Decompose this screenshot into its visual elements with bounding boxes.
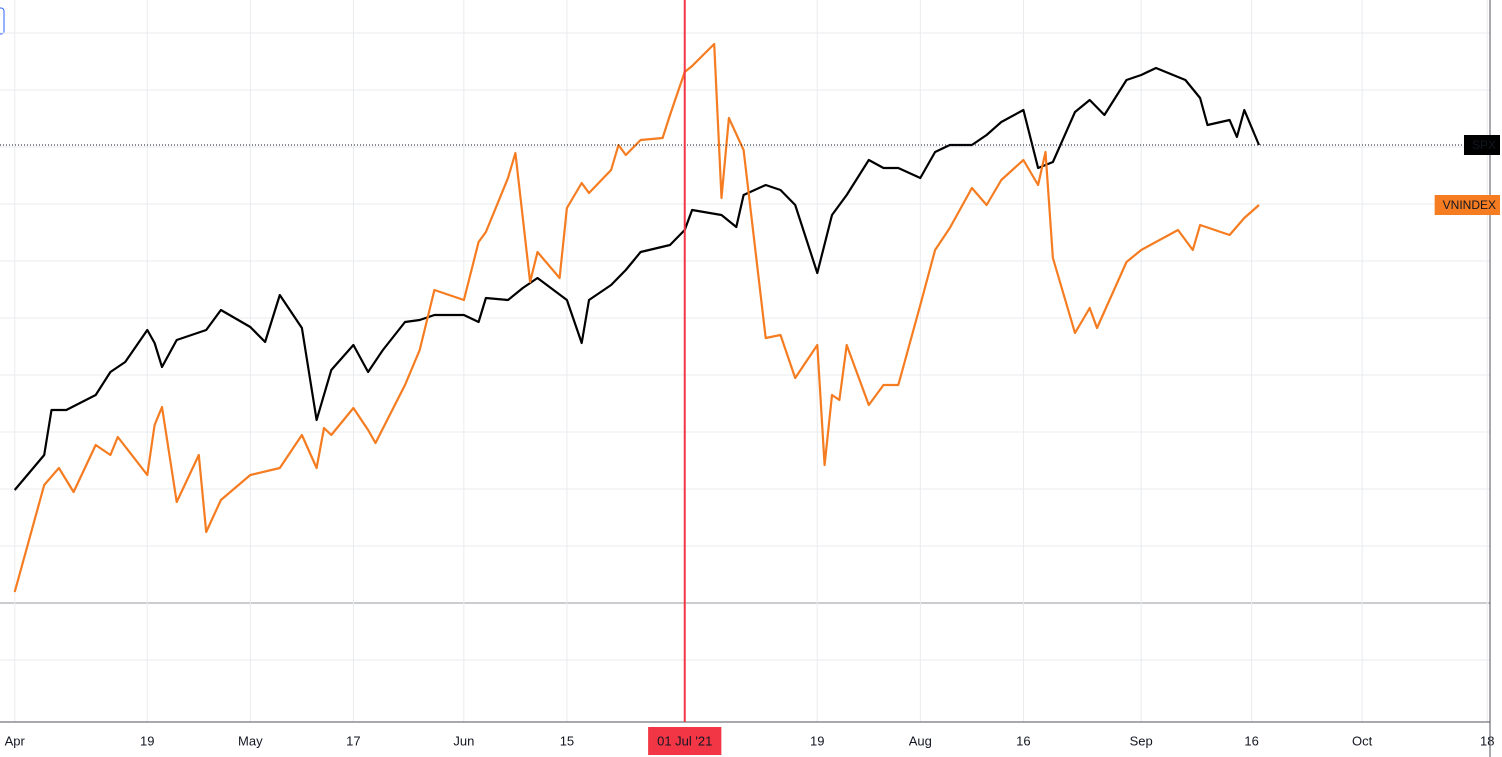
x-tick-label: Oct	[1352, 733, 1373, 748]
x-tick-label: Sep	[1130, 733, 1153, 748]
x-tick-label: 19	[810, 733, 824, 748]
x-tick-label: Apr	[5, 733, 26, 748]
toolbar-edge	[0, 7, 5, 35]
series-label: VNINDEX	[1443, 198, 1496, 212]
x-tick-label: 16	[1016, 733, 1030, 748]
x-tick-label: 16	[1244, 733, 1258, 748]
x-tick-label: 19	[140, 733, 154, 748]
x-tick-label: Jun	[453, 733, 474, 748]
x-tick-label: 15	[560, 733, 574, 748]
x-tick-label: May	[238, 733, 263, 748]
crosshair-label: 01 Jul '21	[657, 733, 712, 748]
x-tick-label: Aug	[909, 733, 932, 748]
series-label-box	[1463, 135, 1500, 155]
series-line	[13, 66, 1261, 491]
series-label-box	[1434, 195, 1500, 215]
crosshair-label-box	[648, 727, 722, 755]
series-label: SPX	[1472, 138, 1496, 152]
x-tick-label: 18	[1480, 733, 1494, 748]
x-tick-label: 17	[346, 733, 360, 748]
series-line	[13, 42, 1260, 593]
